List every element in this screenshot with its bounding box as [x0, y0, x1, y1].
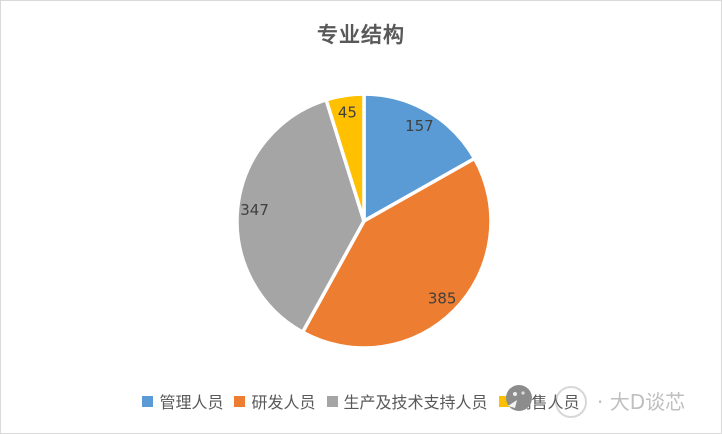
data-label: 45 — [338, 103, 357, 121]
legend-label: 销售人员 — [515, 393, 580, 412]
chart-legend: 管理人员 研发人员 生产及技术支持人员 销售人员 — [1, 389, 721, 413]
chart-title: 专业结构 — [317, 23, 405, 47]
legend-swatch-icon — [498, 395, 510, 407]
pie-slice — [362, 92, 477, 223]
legend-item: 生产及技术支持人员 — [326, 389, 488, 413]
legend-label: 研发人员 — [251, 393, 316, 412]
legend-label: 生产及技术支持人员 — [343, 393, 488, 412]
legend-item: 研发人员 — [234, 389, 316, 413]
legend-label: 管理人员 — [159, 393, 224, 412]
pie-slice — [300, 156, 493, 350]
data-label: 385 — [428, 289, 457, 307]
data-label: 347 — [240, 201, 269, 219]
pie-slice — [324, 92, 366, 223]
legend-swatch-icon — [234, 395, 246, 407]
legend-item: 销售人员 — [498, 389, 580, 413]
legend-swatch-icon — [326, 395, 338, 407]
legend-swatch-icon — [142, 395, 154, 407]
legend-item: 管理人员 — [142, 389, 223, 413]
data-label: 157 — [405, 117, 434, 135]
pie-slice — [235, 98, 366, 334]
